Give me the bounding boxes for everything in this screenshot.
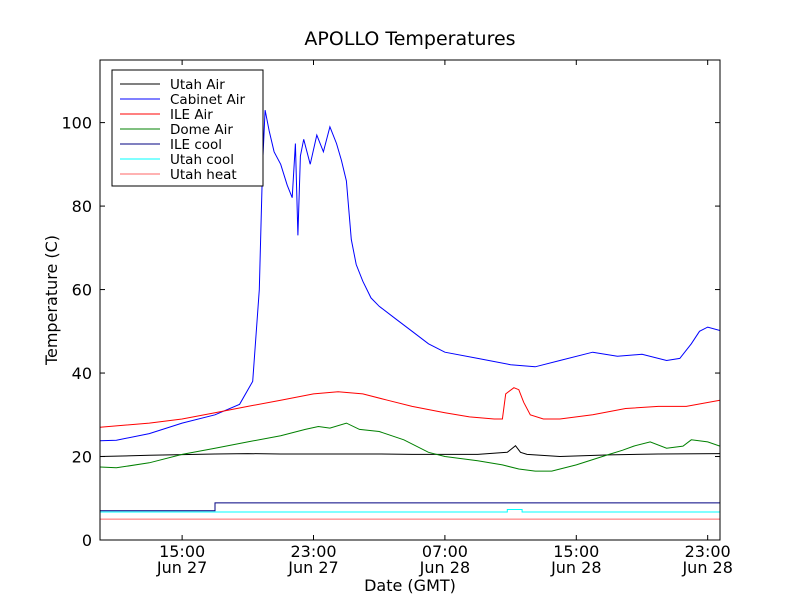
x-tick-time-label: 15:00 — [553, 542, 599, 561]
legend-box — [111, 69, 264, 187]
legend-label: Cabinet Air — [170, 92, 245, 108]
y-tick-label: 20 — [72, 448, 92, 467]
y-tick-label: 80 — [72, 197, 92, 216]
legend-label: Dome Air — [170, 122, 233, 138]
x-tick-date-label: Jun 28 — [550, 558, 601, 577]
x-tick-date-label: Jun 28 — [681, 558, 732, 577]
plot-frame — [99, 59, 721, 541]
series-line-ile-air — [100, 387, 720, 428]
series-line-ile-cool — [100, 502, 720, 512]
x-tick-date-label: Jun 27 — [156, 558, 207, 577]
x-tick-time-label: 07:00 — [422, 542, 468, 561]
legend-label: Utah cool — [170, 152, 234, 168]
series-line-utah-air — [100, 444, 720, 458]
x-tick-time-label: 23:00 — [290, 542, 336, 561]
y-tick-label: 0 — [82, 531, 92, 550]
chart-title: APOLLO Temperatures — [304, 28, 515, 50]
legend-label: ILE Air — [170, 107, 213, 123]
x-axis-label: Date (GMT) — [364, 576, 456, 595]
y-axis-label: Temperature (C) — [42, 235, 61, 366]
x-tick-time-label: 15:00 — [159, 542, 205, 561]
y-tick-label: 40 — [72, 364, 92, 383]
x-tick-date-label: Jun 28 — [419, 558, 470, 577]
y-tick-label: 100 — [61, 114, 92, 133]
series-line-utah-cool — [100, 509, 720, 513]
series-line-dome-air — [100, 422, 720, 472]
legend-label: Utah heat — [170, 167, 237, 183]
x-tick-time-label: 23:00 — [685, 542, 731, 561]
y-tick-label: 60 — [72, 281, 92, 300]
legend-label: Utah Air — [170, 77, 225, 93]
x-tick-date-label: Jun 27 — [287, 558, 338, 577]
legend-label: ILE cool — [170, 137, 222, 153]
